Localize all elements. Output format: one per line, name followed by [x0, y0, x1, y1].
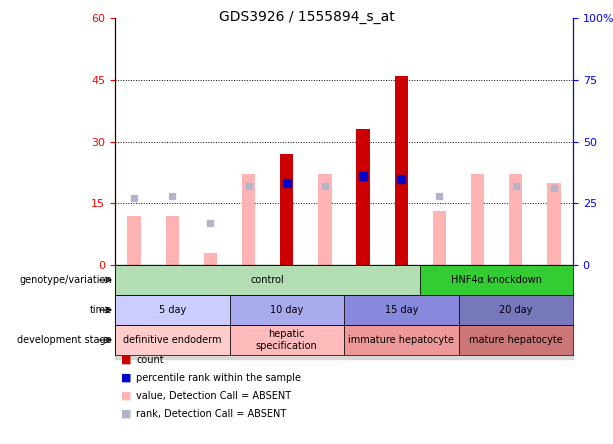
Bar — [344, 325, 459, 355]
Bar — [547, 182, 561, 265]
Text: definitive endoderm: definitive endoderm — [123, 335, 221, 345]
Text: ■: ■ — [121, 355, 132, 365]
Bar — [497, 265, 535, 359]
Bar — [306, 265, 344, 359]
Bar — [268, 265, 306, 359]
Text: mature hepatocyte: mature hepatocyte — [469, 335, 563, 345]
Bar — [433, 211, 446, 265]
Text: control: control — [251, 275, 284, 285]
Bar — [166, 216, 179, 265]
Bar — [229, 325, 344, 355]
Bar — [459, 265, 497, 359]
Text: ■: ■ — [121, 391, 132, 401]
Bar — [204, 253, 217, 265]
Text: rank, Detection Call = ABSENT: rank, Detection Call = ABSENT — [137, 409, 287, 419]
Bar — [318, 174, 332, 265]
Bar — [191, 265, 229, 359]
Bar — [344, 295, 459, 325]
Bar — [242, 174, 255, 265]
Bar — [128, 216, 141, 265]
Bar — [356, 129, 370, 265]
Text: hepatic
specification: hepatic specification — [256, 329, 318, 351]
Bar — [471, 174, 484, 265]
Text: development stage: development stage — [17, 335, 112, 345]
Text: 20 day: 20 day — [499, 305, 533, 315]
Bar — [280, 154, 294, 265]
Text: value, Detection Call = ABSENT: value, Detection Call = ABSENT — [137, 391, 292, 401]
Text: time: time — [90, 305, 112, 315]
Bar — [115, 295, 229, 325]
Bar — [229, 295, 344, 325]
Bar — [229, 265, 268, 359]
Bar — [509, 174, 522, 265]
Bar — [115, 265, 153, 359]
Bar — [459, 295, 573, 325]
Text: 5 day: 5 day — [159, 305, 186, 315]
Bar — [115, 325, 229, 355]
Bar — [421, 265, 573, 295]
Bar — [395, 75, 408, 265]
Text: 10 day: 10 day — [270, 305, 303, 315]
Text: genotype/variation: genotype/variation — [20, 275, 112, 285]
Bar — [382, 265, 421, 359]
Bar — [535, 265, 573, 359]
Bar — [421, 265, 459, 359]
Text: percentile rank within the sample: percentile rank within the sample — [137, 373, 302, 383]
Bar — [344, 265, 382, 359]
Text: ■: ■ — [121, 409, 132, 419]
Text: count: count — [137, 355, 164, 365]
Bar — [459, 325, 573, 355]
Bar — [153, 265, 191, 359]
Text: ■: ■ — [121, 373, 132, 383]
Text: HNF4α knockdown: HNF4α knockdown — [451, 275, 542, 285]
Text: immature hepatocyte: immature hepatocyte — [348, 335, 454, 345]
Text: 15 day: 15 day — [384, 305, 418, 315]
Text: GDS3926 / 1555894_s_at: GDS3926 / 1555894_s_at — [219, 10, 394, 24]
Bar — [115, 265, 421, 295]
